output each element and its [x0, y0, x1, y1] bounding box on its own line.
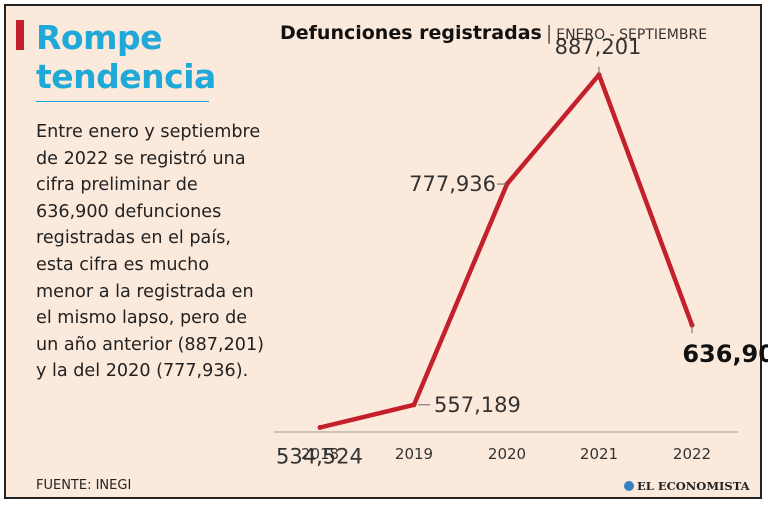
x-tick-label: 2020: [488, 445, 526, 463]
chart-title-main: Defunciones registradas: [280, 22, 542, 44]
data-label: 777,936: [409, 172, 496, 196]
logo-text: EL ECONOMISTA: [637, 479, 750, 493]
chart-title: Defunciones registradas | ENERO - SEPTIEMB…: [280, 22, 707, 44]
title-separator: |: [545, 22, 553, 44]
x-tick-label: 2019: [395, 445, 433, 463]
body-text: Entre enero y septiembre de 2022 se regi…: [36, 122, 265, 382]
data-label: 534,524: [276, 444, 363, 468]
headline-line-2: tendencia: [36, 57, 216, 96]
data-label: 887,201: [555, 35, 642, 59]
data-point: [317, 424, 323, 430]
x-tick-label: 2018: [301, 445, 339, 463]
chart-subtitle: ENERO - SEPTIEMBRE: [556, 27, 708, 43]
x-tick-label: 2022: [673, 445, 711, 463]
accent-bar: [16, 20, 24, 50]
logo-icon: [624, 481, 634, 491]
infographic-frame: Rompe tendencia Entre enero y septiembre…: [4, 4, 762, 499]
headline-line-1: Rompe: [36, 18, 162, 57]
source-note: FUENTE: INEGI: [36, 478, 132, 493]
data-point: [411, 402, 417, 408]
data-label: 557,189: [434, 393, 521, 417]
data-label: 636,900: [682, 340, 768, 368]
headline-divider: [36, 101, 209, 102]
publisher-logo: EL ECONOMISTA: [624, 479, 750, 493]
headline: Rompe tendencia: [36, 18, 216, 96]
series-line: [317, 72, 695, 430]
x-tick-label: 2021: [580, 445, 618, 463]
